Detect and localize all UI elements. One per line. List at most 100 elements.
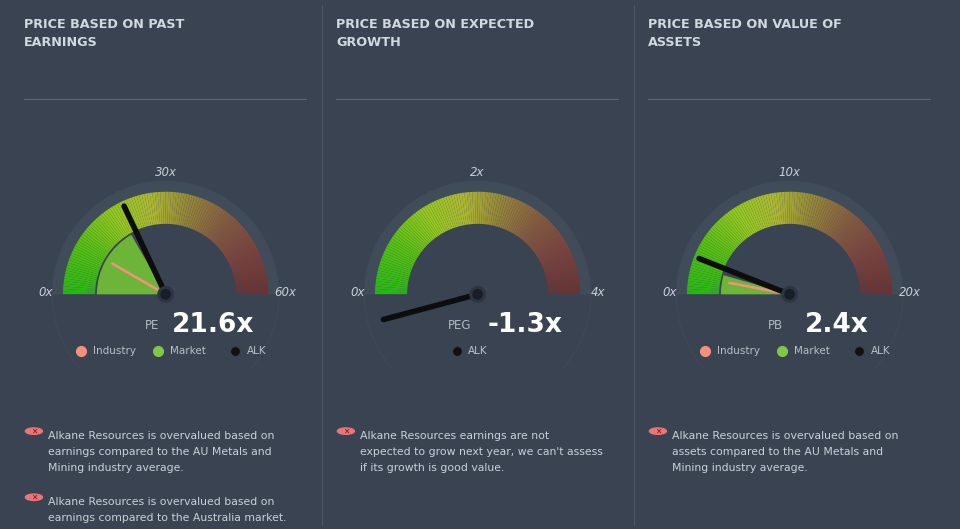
Wedge shape bbox=[526, 220, 550, 245]
Wedge shape bbox=[835, 216, 858, 242]
Wedge shape bbox=[506, 200, 522, 231]
Wedge shape bbox=[852, 250, 883, 266]
Wedge shape bbox=[84, 230, 111, 252]
Wedge shape bbox=[696, 250, 727, 266]
Wedge shape bbox=[539, 245, 569, 263]
Wedge shape bbox=[489, 193, 496, 226]
Wedge shape bbox=[809, 196, 822, 228]
Circle shape bbox=[161, 290, 170, 299]
Wedge shape bbox=[80, 236, 108, 257]
Wedge shape bbox=[377, 270, 410, 280]
Text: PEG: PEG bbox=[448, 318, 471, 332]
Wedge shape bbox=[687, 286, 720, 290]
Wedge shape bbox=[793, 192, 798, 225]
Wedge shape bbox=[743, 202, 759, 232]
Wedge shape bbox=[546, 278, 579, 285]
Wedge shape bbox=[848, 239, 877, 258]
Wedge shape bbox=[93, 220, 117, 245]
Wedge shape bbox=[124, 199, 139, 231]
Text: 2x: 2x bbox=[470, 167, 485, 179]
Wedge shape bbox=[81, 234, 109, 255]
Wedge shape bbox=[397, 227, 424, 250]
Wedge shape bbox=[694, 255, 725, 269]
Wedge shape bbox=[214, 220, 238, 245]
Wedge shape bbox=[165, 191, 168, 225]
Wedge shape bbox=[232, 265, 265, 276]
Wedge shape bbox=[527, 222, 552, 247]
Wedge shape bbox=[103, 211, 125, 239]
Wedge shape bbox=[375, 286, 408, 290]
Wedge shape bbox=[235, 286, 268, 290]
Wedge shape bbox=[751, 198, 764, 230]
Circle shape bbox=[337, 428, 354, 434]
Text: ✕: ✕ bbox=[343, 426, 349, 436]
Text: Alkane Resources is overvalued based on: Alkane Resources is overvalued based on bbox=[48, 431, 275, 441]
Wedge shape bbox=[542, 255, 573, 269]
Wedge shape bbox=[504, 199, 519, 231]
Wedge shape bbox=[730, 210, 750, 238]
Wedge shape bbox=[825, 205, 843, 235]
Wedge shape bbox=[851, 245, 881, 263]
Wedge shape bbox=[127, 198, 140, 230]
Wedge shape bbox=[545, 268, 577, 278]
Circle shape bbox=[25, 494, 42, 500]
Wedge shape bbox=[791, 192, 795, 225]
Wedge shape bbox=[854, 255, 885, 269]
Wedge shape bbox=[235, 284, 268, 289]
Wedge shape bbox=[536, 239, 565, 258]
Wedge shape bbox=[711, 226, 737, 249]
Wedge shape bbox=[687, 291, 720, 294]
Wedge shape bbox=[700, 243, 730, 261]
Text: PRICE BASED ON VALUE OF
ASSETS: PRICE BASED ON VALUE OF ASSETS bbox=[648, 18, 842, 49]
Wedge shape bbox=[108, 208, 128, 237]
Wedge shape bbox=[688, 278, 721, 285]
Wedge shape bbox=[462, 193, 468, 225]
Wedge shape bbox=[136, 195, 148, 227]
Wedge shape bbox=[228, 248, 258, 264]
Wedge shape bbox=[225, 241, 254, 259]
Text: PRICE BASED ON EXPECTED
GROWTH: PRICE BASED ON EXPECTED GROWTH bbox=[336, 18, 534, 49]
Wedge shape bbox=[180, 194, 189, 226]
Wedge shape bbox=[428, 203, 446, 233]
Wedge shape bbox=[181, 195, 192, 227]
Wedge shape bbox=[229, 253, 260, 268]
Wedge shape bbox=[401, 224, 427, 248]
Wedge shape bbox=[708, 230, 735, 252]
Wedge shape bbox=[723, 215, 746, 241]
Wedge shape bbox=[858, 278, 891, 285]
Wedge shape bbox=[234, 273, 267, 281]
Wedge shape bbox=[65, 270, 98, 280]
Wedge shape bbox=[465, 192, 470, 225]
Wedge shape bbox=[234, 278, 267, 285]
Wedge shape bbox=[472, 192, 476, 225]
Wedge shape bbox=[415, 211, 437, 239]
Wedge shape bbox=[221, 232, 249, 253]
Wedge shape bbox=[451, 195, 462, 227]
Wedge shape bbox=[396, 230, 423, 252]
Wedge shape bbox=[235, 291, 268, 294]
Wedge shape bbox=[399, 226, 425, 249]
Wedge shape bbox=[693, 258, 725, 271]
Wedge shape bbox=[205, 210, 226, 238]
Wedge shape bbox=[715, 222, 740, 247]
Wedge shape bbox=[542, 258, 574, 271]
Wedge shape bbox=[386, 245, 417, 263]
Wedge shape bbox=[101, 213, 123, 240]
Wedge shape bbox=[70, 255, 101, 269]
Wedge shape bbox=[175, 193, 181, 225]
Wedge shape bbox=[513, 205, 531, 235]
Wedge shape bbox=[543, 260, 575, 273]
Wedge shape bbox=[509, 203, 527, 233]
Wedge shape bbox=[224, 239, 253, 258]
Wedge shape bbox=[230, 258, 262, 271]
Wedge shape bbox=[202, 207, 222, 236]
Text: Alkane Resources is overvalued based on: Alkane Resources is overvalued based on bbox=[48, 497, 275, 507]
Wedge shape bbox=[436, 199, 451, 231]
Wedge shape bbox=[859, 291, 892, 294]
Wedge shape bbox=[789, 191, 792, 225]
Wedge shape bbox=[805, 195, 816, 227]
Wedge shape bbox=[517, 210, 538, 238]
Circle shape bbox=[408, 225, 547, 364]
Circle shape bbox=[720, 225, 859, 364]
Wedge shape bbox=[66, 265, 99, 276]
